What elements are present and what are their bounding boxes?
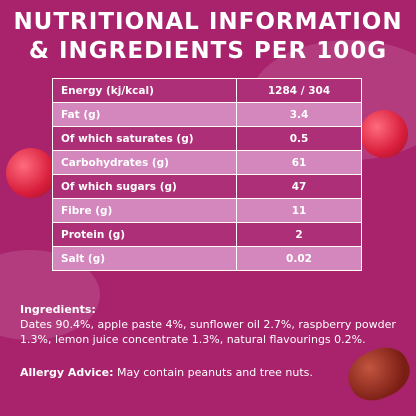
table-row: Energy (kj/kcal) 1284 / 304	[52, 78, 362, 103]
ingredients: Ingredients: Dates 90.4%, apple paste 4%…	[20, 302, 406, 347]
label-cell: Of which sugars (g)	[52, 174, 237, 199]
label-cell: Carbohydrates (g)	[52, 150, 237, 175]
table-row: Salt (g) 0.02	[52, 246, 362, 271]
value-cell: 2	[236, 222, 362, 247]
title: NUTRITIONAL INFORMATION & INGREDIENTS PE…	[0, 8, 416, 66]
table-row: Of which saturates (g) 0.5	[52, 126, 362, 151]
table-row: Protein (g) 2	[52, 222, 362, 247]
table-row: Fibre (g) 11	[52, 198, 362, 223]
value-cell: 3.4	[236, 102, 362, 127]
ingredients-text: Dates 90.4%, apple paste 4%, sunflower o…	[20, 318, 396, 346]
label-cell: Protein (g)	[52, 222, 237, 247]
value-cell: 11	[236, 198, 362, 223]
value-cell: 47	[236, 174, 362, 199]
allergy: Allergy Advice: May contain peanuts and …	[20, 366, 380, 379]
raspberry-image	[360, 110, 408, 158]
raspberry-image	[6, 148, 56, 198]
allergy-heading: Allergy Advice:	[20, 366, 114, 379]
label-cell: Salt (g)	[52, 246, 237, 271]
value-cell: 0.02	[236, 246, 362, 271]
ingredients-heading: Ingredients:	[20, 303, 96, 316]
title-line: NUTRITIONAL INFORMATION	[13, 9, 403, 35]
label-cell: Fat (g)	[52, 102, 237, 127]
title-line: & INGREDIENTS PER 100G	[28, 38, 388, 64]
table-row: Of which sugars (g) 47	[52, 174, 362, 199]
table-row: Fat (g) 3.4	[52, 102, 362, 127]
allergy-text: May contain peanuts and tree nuts.	[117, 366, 313, 379]
value-cell: 1284 / 304	[236, 78, 362, 103]
value-cell: 0.5	[236, 126, 362, 151]
table-row: Carbohydrates (g) 61	[52, 150, 362, 175]
value-cell: 61	[236, 150, 362, 175]
label-cell: Energy (kj/kcal)	[52, 78, 237, 103]
label-cell: Fibre (g)	[52, 198, 237, 223]
label-cell: Of which saturates (g)	[52, 126, 237, 151]
nutrition-table: Energy (kj/kcal) 1284 / 304 Fat (g) 3.4 Of w…	[52, 78, 362, 271]
